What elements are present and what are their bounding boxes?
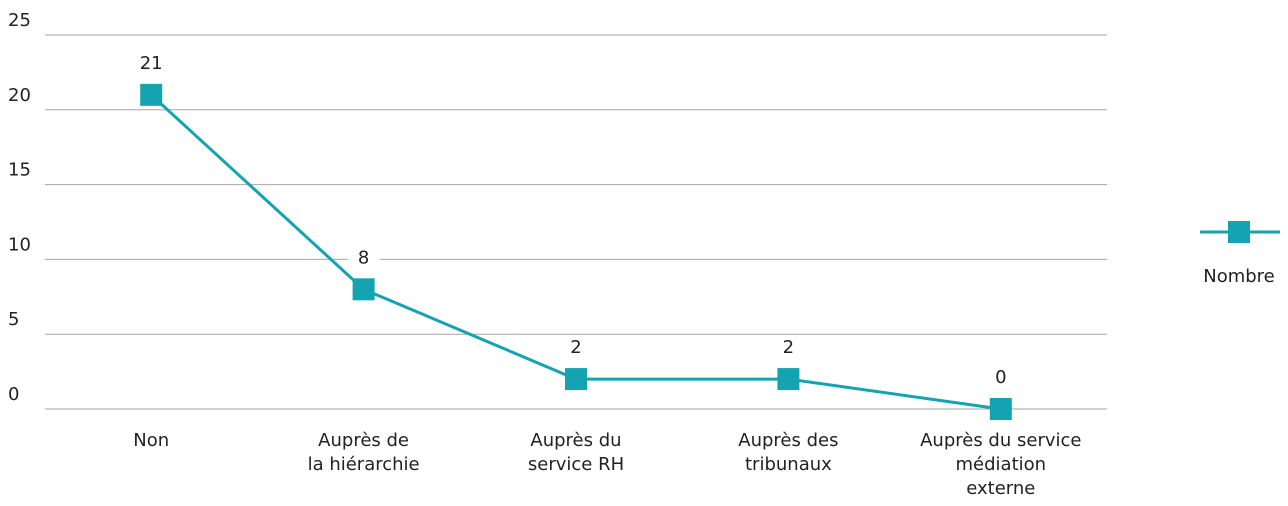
legend-marker (1228, 221, 1250, 243)
data-label: 2 (783, 337, 794, 358)
data-label-bg (772, 335, 805, 362)
data-label-bg (560, 335, 592, 362)
data-point (140, 83, 163, 106)
x-tick-label: Auprès des tribunaux (738, 430, 838, 475)
series-line (150, 93, 1002, 411)
y-tick-label: 5 (8, 309, 19, 330)
data-label-bg (347, 245, 380, 272)
data-point (989, 398, 1012, 420)
data-label: 8 (358, 247, 369, 268)
data-point (777, 368, 800, 391)
data-point (565, 368, 587, 391)
x-tick-label: Non (133, 430, 169, 451)
y-tick-label: 20 (8, 85, 31, 106)
data-point (352, 278, 375, 301)
data-label-bg (135, 50, 168, 77)
y-tick-label: 10 (8, 234, 31, 255)
y-tick-label: 15 (8, 160, 31, 181)
y-tick-label: 0 (8, 384, 19, 405)
legend-label: Nombre (1203, 266, 1275, 287)
data-label: 2 (570, 337, 581, 358)
x-tick-label: Auprès du service RH (528, 430, 624, 475)
data-label-bg (984, 365, 1017, 391)
x-tick-label: Auprès de la hiérarchie (308, 430, 420, 475)
y-tick-label: 25 (8, 10, 31, 31)
x-tick-label: Auprès du service médiation externe (920, 430, 1081, 499)
data-label: 21 (140, 53, 163, 74)
data-label: 0 (995, 367, 1006, 388)
